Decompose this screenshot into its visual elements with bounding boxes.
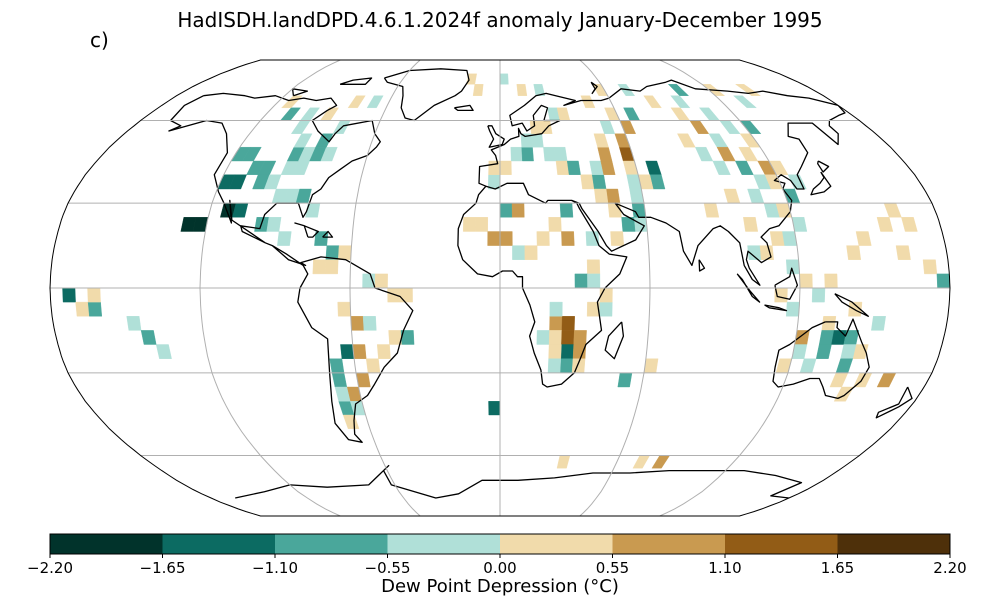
anomaly-cell [366, 95, 384, 108]
coastline [590, 81, 598, 95]
anomaly-cell [533, 84, 546, 96]
anomaly-cell [466, 73, 477, 85]
coastline [772, 318, 870, 400]
coastline [875, 386, 913, 419]
anomaly-cell [315, 133, 334, 148]
colorbar-segment [50, 534, 163, 554]
coastline [168, 92, 414, 443]
anomaly-cell [536, 231, 550, 246]
coastline [764, 304, 788, 312]
anomaly-cell [516, 84, 528, 96]
anomaly-cell [895, 245, 911, 260]
anomaly-cell [472, 84, 484, 96]
anomaly-cell [815, 344, 832, 359]
coastline [834, 293, 869, 317]
anomaly-cell [524, 245, 538, 260]
anomaly-cell [936, 273, 950, 289]
anomaly-cell [549, 301, 563, 317]
anomaly-cell [334, 386, 351, 402]
colorbar-tick-label: 2.20 [933, 559, 967, 577]
coastline [774, 267, 799, 300]
colorbar-segment [387, 534, 500, 554]
anomaly-cell [580, 95, 596, 108]
colorbar-segment [612, 534, 725, 554]
colorbar-segment [275, 534, 388, 554]
anomaly-map [49, 59, 951, 517]
meridian-gridline [349, 60, 421, 516]
colorbar-tick-label: −1.65 [139, 559, 186, 577]
graticule [50, 60, 950, 516]
colorbar-segment [837, 534, 950, 554]
anomaly-cell [347, 95, 366, 108]
colorbar-tick-label: −1.10 [252, 559, 298, 577]
coastline [454, 104, 474, 112]
colorbar-label: Dew Point Depression (°C) [381, 576, 619, 597]
colorbar-tick-label: 0.55 [595, 559, 630, 577]
anomaly-cell [362, 316, 377, 331]
anomaly-cell [320, 147, 338, 162]
colorbar-tick-label: 0.00 [483, 559, 517, 577]
anomaly-cell [643, 95, 662, 108]
panel-label: c) [90, 28, 109, 52]
anomaly-cell [667, 84, 690, 96]
coastline [339, 77, 373, 85]
meridian-gridline [659, 60, 801, 516]
colorbar-tick-label: −0.55 [364, 559, 411, 577]
coastline [817, 160, 830, 173]
anomaly-cells [62, 73, 950, 469]
anomaly-cell [228, 174, 247, 190]
map-boundary [49, 59, 951, 517]
anomaly-cell [293, 133, 313, 148]
colorbar-segment [500, 534, 613, 554]
coastline [294, 222, 319, 238]
anomaly-cell [155, 344, 172, 359]
colorbar-segment [725, 534, 838, 554]
colorbar-tick-label: 1.10 [708, 559, 742, 577]
anomaly-cell [901, 217, 918, 232]
colorbar-tick-label: 1.65 [820, 559, 855, 577]
coastline [291, 88, 309, 97]
coastline [487, 125, 505, 148]
anomaly-cell [855, 231, 872, 246]
anomaly-cell [561, 231, 575, 246]
coastline [478, 79, 846, 286]
anomaly-cell [871, 316, 886, 331]
map-title: HadISDH.landDPD.4.6.1.2024f anomaly Janu… [177, 8, 823, 32]
anomaly-cell [670, 95, 691, 108]
coastline [322, 230, 334, 238]
coastline [457, 185, 628, 388]
coastline [383, 68, 470, 122]
anomaly-cell [277, 231, 292, 246]
colorbar-segment [162, 534, 275, 554]
anomaly-cell [846, 245, 862, 260]
colorbar-tick-label: −2.20 [27, 559, 73, 577]
coastline [698, 259, 706, 272]
coastline [604, 321, 625, 360]
meridian-gridline [579, 60, 651, 516]
anomaly-cell [876, 217, 894, 232]
anomaly-cell [743, 217, 759, 232]
anomaly-cell [342, 414, 360, 429]
anomaly-cell [376, 344, 391, 359]
anomaly-cell [732, 95, 757, 108]
anomaly-cell [712, 160, 731, 175]
anomaly-cell [593, 133, 609, 148]
anomaly-cell [324, 259, 339, 275]
meridian-gridline [199, 60, 341, 516]
coastline [810, 171, 832, 196]
